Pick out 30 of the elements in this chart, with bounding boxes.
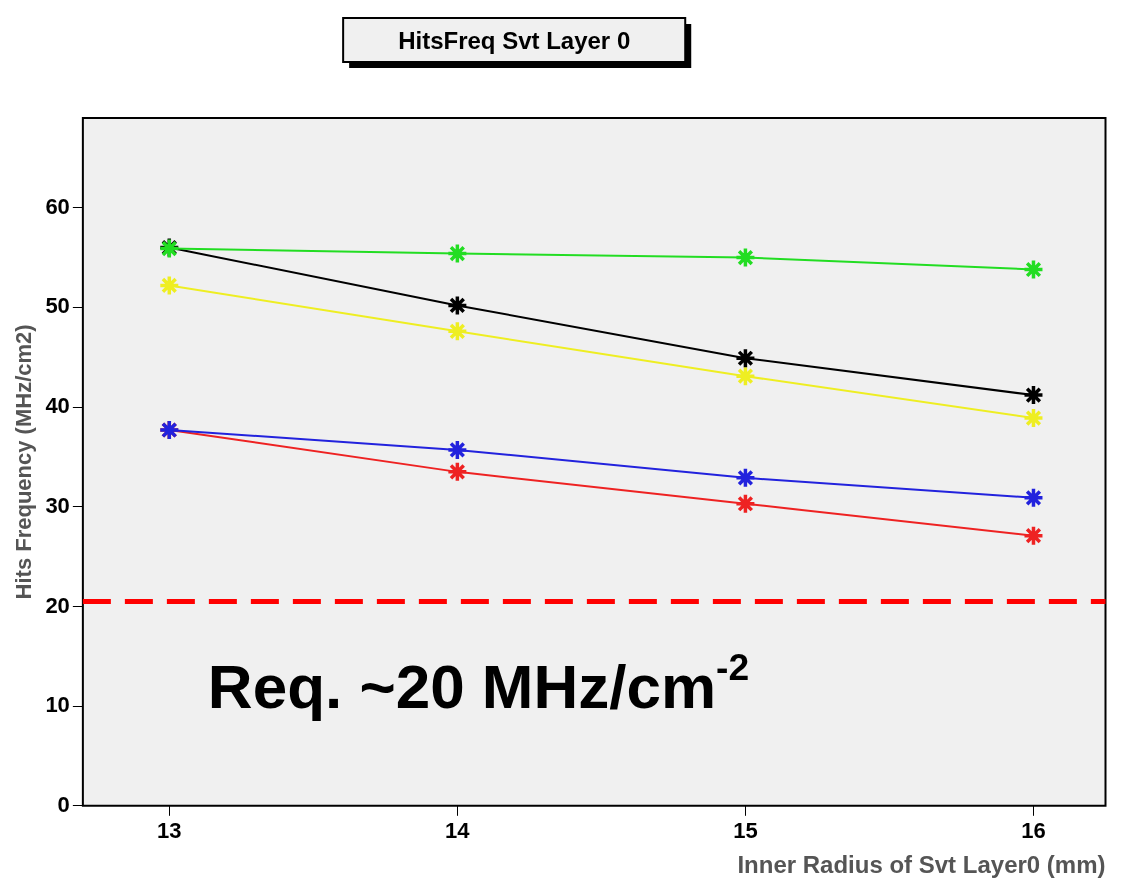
y-axis-title: Hits Frequency (MHz/cm2) bbox=[11, 324, 37, 600]
point bbox=[1022, 524, 1045, 547]
point bbox=[734, 347, 757, 369]
point bbox=[734, 246, 757, 269]
point bbox=[734, 467, 757, 489]
chart-title: HitsFreq Svt Layer 0 bbox=[398, 26, 631, 54]
x-tick-label: 16 bbox=[1021, 818, 1046, 844]
point bbox=[446, 320, 469, 343]
x-tick-label: 15 bbox=[733, 818, 758, 844]
point bbox=[446, 439, 469, 461]
point bbox=[446, 461, 469, 483]
point bbox=[446, 242, 469, 265]
x-tick-label: 13 bbox=[157, 818, 182, 844]
point bbox=[158, 274, 181, 297]
point bbox=[446, 294, 469, 317]
x-axis-title: Inner Radius of Svt Layer0 (mm) bbox=[737, 851, 1106, 879]
y-tick-label: 40 bbox=[45, 393, 70, 419]
point bbox=[1022, 487, 1045, 509]
x-tick-label: 14 bbox=[445, 818, 471, 844]
y-tick-label: 50 bbox=[45, 293, 70, 319]
y-tick-label: 10 bbox=[45, 692, 70, 718]
point bbox=[1022, 384, 1045, 406]
point bbox=[1022, 258, 1045, 281]
y-tick-label: 30 bbox=[45, 492, 70, 518]
point bbox=[734, 493, 757, 515]
point bbox=[1022, 407, 1045, 429]
y-tick-label: 60 bbox=[45, 193, 70, 219]
point bbox=[734, 365, 757, 387]
y-tick-label: 0 bbox=[57, 791, 70, 817]
y-tick-label: 20 bbox=[45, 592, 70, 618]
